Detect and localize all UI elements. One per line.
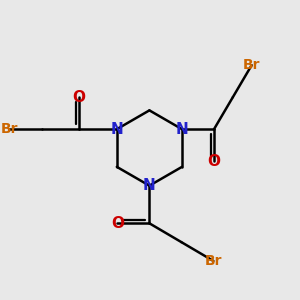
Text: O: O <box>208 154 220 169</box>
Text: N: N <box>176 122 188 137</box>
Text: Br: Br <box>243 58 260 72</box>
Text: N: N <box>143 178 156 193</box>
Text: Br: Br <box>1 122 18 136</box>
Text: O: O <box>73 90 85 105</box>
Text: N: N <box>110 122 123 137</box>
Text: O: O <box>111 216 124 231</box>
Text: Br: Br <box>205 254 222 268</box>
